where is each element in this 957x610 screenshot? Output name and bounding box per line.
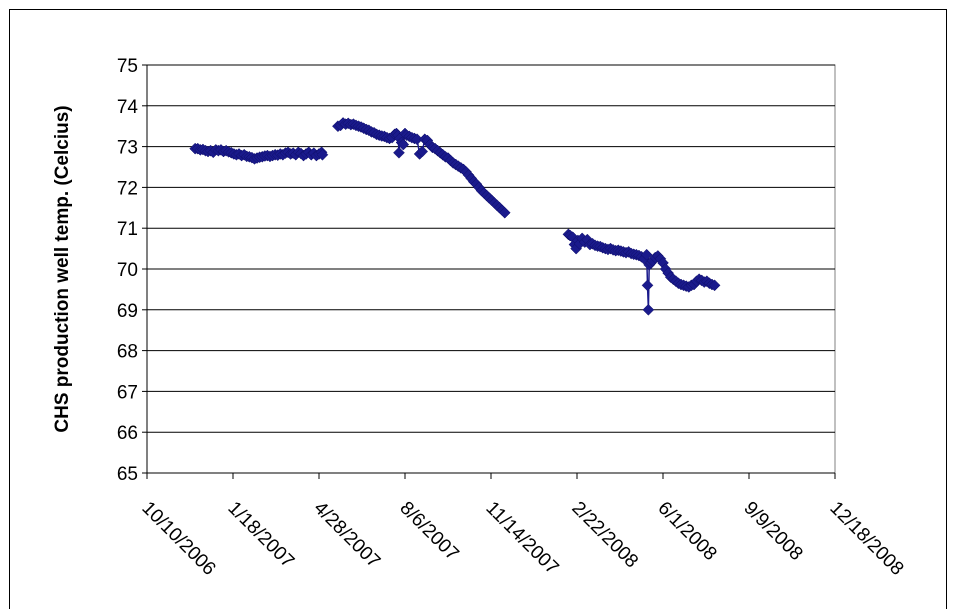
data-point: [393, 146, 405, 159]
data-point: [498, 206, 511, 219]
data-point: [642, 303, 655, 316]
data-point: [316, 148, 329, 161]
data-points: [189, 117, 721, 316]
y-tick-label: 74: [117, 97, 139, 118]
data-point: [641, 279, 654, 292]
data-point: [640, 248, 653, 261]
chart-frame: 65 66 67 68 69 70 71 72 73 74 75 10/10/2006 1/18/20…: [9, 9, 947, 609]
x-tick-label: 8/6/2007: [395, 498, 462, 565]
y-tick-label: 69: [117, 301, 138, 322]
x-tick-label: 11/14/2007: [481, 498, 562, 579]
y-tick-label: 70: [117, 260, 138, 281]
x-tick-label: 2/22/2008: [567, 498, 642, 573]
x-tick-label: 4/28/2007: [309, 498, 384, 573]
x-tick-label: 12/18/2008: [825, 498, 907, 580]
scatter-chart: 65 66 67 68 69 70 71 72 73 74 75 10/10/2006 1/18/20…: [52, 56, 908, 580]
x-tick-label: 9/9/2008: [739, 498, 806, 565]
x-tick-labels: 10/10/2006 1/18/2007 4/28/2007 8/6/2007 11/1…: [137, 498, 907, 580]
y-tick-label: 73: [117, 138, 138, 159]
y-tick-label: 65: [117, 464, 138, 485]
x-tick-label: 10/10/2006: [137, 498, 219, 580]
x-tick-label: 6/1/2008: [653, 498, 720, 565]
y-tick-label: 72: [117, 178, 138, 199]
data-point: [397, 138, 410, 151]
y-axis-title: CHS production well temp. (Celcius): [52, 105, 73, 432]
axes: [142, 64, 836, 479]
y-tick-label: 75: [117, 56, 138, 77]
y-tick-label: 67: [117, 382, 138, 403]
data-point: [708, 279, 721, 292]
y-tick-label: 68: [117, 342, 138, 363]
data-point: [416, 145, 429, 158]
gridlines: [147, 64, 835, 433]
x-tick-label: 1/18/2007: [223, 498, 298, 573]
y-tick-label: 71: [117, 219, 138, 240]
data-point: [411, 133, 423, 146]
y-tick-label: 66: [117, 423, 138, 444]
y-tick-labels: 65 66 67 68 69 70 71 72 73 74 75: [117, 56, 139, 485]
